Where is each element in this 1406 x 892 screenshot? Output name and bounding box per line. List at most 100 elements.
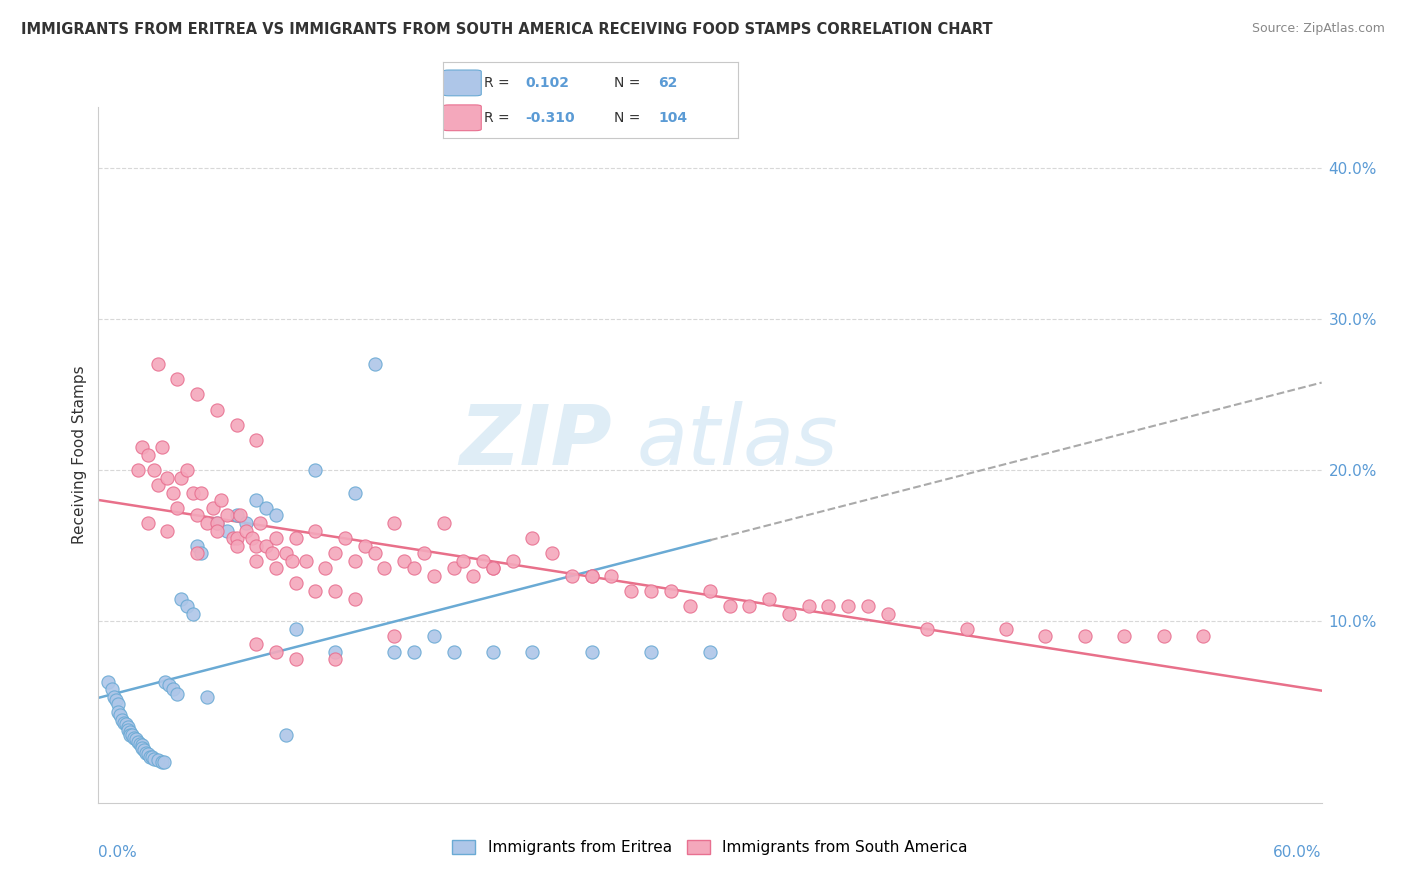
Point xyxy=(955,622,977,636)
Point xyxy=(1192,629,1215,643)
Point xyxy=(112,715,135,730)
Text: R =: R = xyxy=(484,76,510,90)
Point xyxy=(837,599,859,614)
Point xyxy=(1074,629,1097,643)
Point xyxy=(423,569,446,583)
Point xyxy=(382,516,405,530)
Point xyxy=(640,644,662,658)
Point xyxy=(150,755,173,769)
Point xyxy=(679,599,702,614)
Point xyxy=(122,731,145,745)
Point xyxy=(245,554,267,568)
Point xyxy=(260,546,283,560)
Point xyxy=(240,531,263,545)
Point xyxy=(181,485,204,500)
Point xyxy=(423,629,446,643)
Point xyxy=(284,652,307,666)
Point xyxy=(254,500,277,515)
Point xyxy=(155,674,177,689)
Point xyxy=(186,546,208,560)
Point xyxy=(136,747,159,762)
Point xyxy=(876,607,898,621)
Point xyxy=(304,584,326,599)
Point xyxy=(146,754,169,768)
Point xyxy=(433,516,456,530)
Point xyxy=(209,493,232,508)
Point xyxy=(166,500,188,515)
Point xyxy=(141,750,163,764)
Point xyxy=(245,539,267,553)
Point xyxy=(463,569,485,583)
Point xyxy=(190,485,212,500)
Point xyxy=(264,531,287,545)
Point xyxy=(373,561,395,575)
Point xyxy=(281,554,304,568)
Point xyxy=(264,644,287,658)
Point xyxy=(284,576,307,591)
Point xyxy=(131,739,153,753)
Point xyxy=(254,539,277,553)
Point xyxy=(404,561,426,575)
Point xyxy=(101,682,124,697)
Point xyxy=(640,584,662,599)
Point xyxy=(146,478,169,492)
Point xyxy=(323,546,346,560)
Point xyxy=(600,569,623,583)
Point xyxy=(392,554,416,568)
Point xyxy=(382,629,405,643)
Point xyxy=(170,470,193,484)
Point xyxy=(142,463,165,477)
Point xyxy=(186,387,208,401)
FancyBboxPatch shape xyxy=(443,105,481,130)
Point xyxy=(190,546,212,560)
Point xyxy=(225,417,247,432)
Point xyxy=(166,687,188,701)
Point xyxy=(274,546,297,560)
Point xyxy=(413,546,436,560)
Point xyxy=(264,561,287,575)
FancyBboxPatch shape xyxy=(443,70,481,95)
Point xyxy=(181,607,204,621)
Point xyxy=(1114,629,1136,643)
Point xyxy=(758,591,780,606)
Point xyxy=(170,591,193,606)
Point xyxy=(166,372,188,386)
Point xyxy=(132,743,155,757)
Point xyxy=(176,599,198,614)
Point xyxy=(245,637,267,651)
Point xyxy=(245,493,267,508)
Point xyxy=(108,708,131,723)
Point xyxy=(176,463,198,477)
Point xyxy=(284,531,307,545)
Text: 104: 104 xyxy=(658,111,688,125)
Point xyxy=(333,531,356,545)
Point xyxy=(127,735,149,749)
Point xyxy=(453,554,475,568)
Point xyxy=(343,591,366,606)
Point xyxy=(522,644,544,658)
Point xyxy=(994,622,1017,636)
Legend: Immigrants from Eritrea, Immigrants from South America: Immigrants from Eritrea, Immigrants from… xyxy=(446,834,974,862)
Point xyxy=(382,644,405,658)
Text: IMMIGRANTS FROM ERITREA VS IMMIGRANTS FROM SOUTH AMERICA RECEIVING FOOD STAMPS C: IMMIGRANTS FROM ERITREA VS IMMIGRANTS FR… xyxy=(21,22,993,37)
Text: N =: N = xyxy=(614,76,641,90)
Point xyxy=(225,539,247,553)
Point xyxy=(797,599,820,614)
Point xyxy=(215,508,238,523)
Point xyxy=(105,693,128,707)
Text: atlas: atlas xyxy=(637,401,838,482)
Point xyxy=(152,755,174,769)
Point xyxy=(205,524,228,538)
Point xyxy=(264,508,287,523)
Point xyxy=(127,463,149,477)
Point xyxy=(125,732,148,747)
Point xyxy=(107,698,129,712)
Point xyxy=(107,705,129,719)
Point xyxy=(915,622,938,636)
Point xyxy=(135,746,157,760)
Point xyxy=(502,554,524,568)
Point xyxy=(156,524,179,538)
Point xyxy=(117,720,139,734)
Point xyxy=(363,546,385,560)
Point xyxy=(343,485,366,500)
